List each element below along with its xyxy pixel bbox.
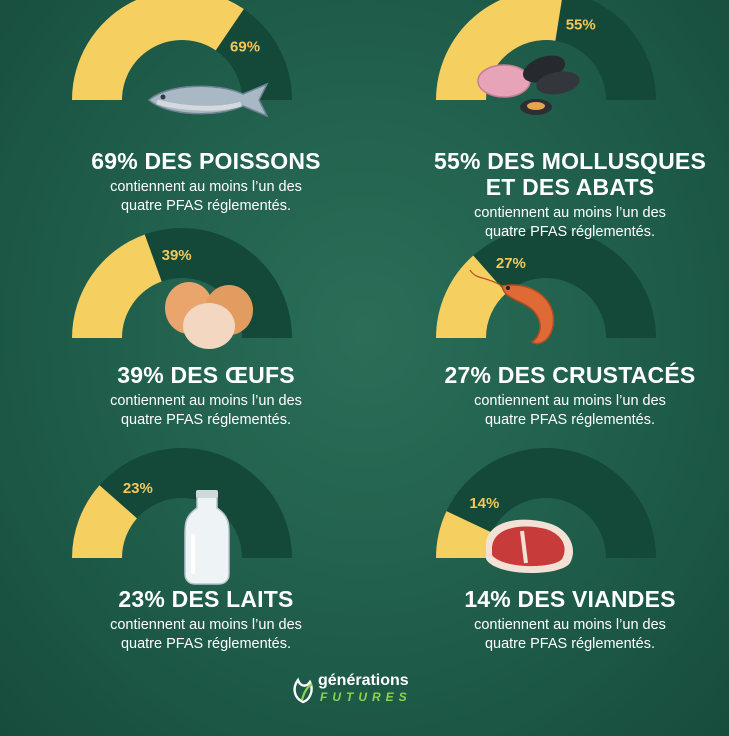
gauge-fill <box>436 0 562 100</box>
headline-line: 39% DES ŒUFS <box>117 362 295 388</box>
headline-line: 23% DES LAITS <box>118 586 294 612</box>
headline-line: ET DES ABATS <box>485 174 655 200</box>
data-label: 27% <box>496 255 526 272</box>
gauge-fill <box>72 0 244 100</box>
gauge-track <box>436 448 656 558</box>
shrimp-body <box>501 284 555 345</box>
sub-line: quatre PFAS réglementés. <box>120 412 292 428</box>
steak-bone <box>520 530 528 564</box>
leaf-logo-icon <box>293 677 313 704</box>
sub-line: contiennent au moins l’un des <box>110 179 302 195</box>
sub-line: contiennent au moins l’un des <box>474 393 666 409</box>
logo-name: générations <box>318 672 409 689</box>
offal-piece <box>477 64 531 98</box>
mussels-offal-icon <box>477 55 580 115</box>
sub-line: contiennent au moins l’un des <box>110 393 302 409</box>
gauge-chart: 27% <box>436 228 656 338</box>
headline-line: 14% DES VIANDES <box>464 586 676 612</box>
fish-body <box>147 82 269 118</box>
mussel-shell <box>536 71 580 95</box>
sub-line: quatre PFAS réglementés. <box>484 224 656 240</box>
headline-line: 55% DES MOLLUSQUES <box>434 148 706 174</box>
data-label: 55% <box>566 17 596 34</box>
eggs-icon <box>165 282 253 349</box>
logo-tagline: FUTURES <box>320 690 412 704</box>
fish-eye <box>160 94 166 100</box>
fish-icon <box>147 82 269 118</box>
sub-text-poissons: contiennent au moins l’un des quatre PFAS… <box>24 178 388 216</box>
sub-line: quatre PFAS réglementés. <box>120 636 292 652</box>
gauge-chart: 23% <box>72 448 292 558</box>
egg <box>183 303 235 349</box>
sub-text-mollusques: contiennent au moins l’un des quatre PFAS… <box>388 204 729 242</box>
mussel-meat <box>527 102 545 110</box>
gauge-fill <box>436 255 507 338</box>
generations-futures-logo: générations FUTURES <box>290 670 450 710</box>
gauge-fill <box>72 234 162 338</box>
card-laits: 23% <box>0 428 364 668</box>
meat-steak-icon <box>486 519 574 574</box>
shrimp-icon <box>469 269 555 345</box>
milk-bottle-icon <box>184 490 230 585</box>
sub-line: contiennent au moins l’un des <box>110 617 302 633</box>
sub-text-oeufs: contiennent au moins l’un des quatre PFAS… <box>24 392 388 430</box>
headline-oeufs: 39% DES ŒUFS <box>24 362 388 388</box>
sub-line: quatre PFAS réglementés. <box>484 636 656 652</box>
card-poissons: 69% <box>0 0 364 210</box>
gauge-chart: 14% <box>436 448 656 558</box>
card-crustaces: 27% <box>364 208 728 448</box>
fish-belly <box>156 99 242 111</box>
headline-line: 69% DES POISSONS <box>91 148 321 174</box>
headline-poissons: 69% DES POISSONS <box>24 148 388 174</box>
data-label: 69% <box>230 39 260 56</box>
sub-line: contiennent au moins l’un des <box>474 205 666 221</box>
shrimp-antenna <box>469 269 503 287</box>
milk-bottle-cap <box>196 490 218 498</box>
card-viandes: 14% <box>364 428 728 668</box>
sub-text-laits: contiennent au moins l’un des quatre PFAS… <box>24 616 388 654</box>
headline-laits: 23% DES LAITS <box>24 586 388 612</box>
milk-bottle-body <box>184 495 230 585</box>
sub-line: quatre PFAS réglementés. <box>120 198 292 214</box>
shrimp-eye <box>506 286 510 290</box>
gauge-chart: 69% <box>72 0 292 100</box>
sub-line: quatre PFAS réglementés. <box>484 412 656 428</box>
data-label: 23% <box>123 480 153 497</box>
headline-crustaces: 27% DES CRUSTACÉS <box>388 362 729 388</box>
data-label: 14% <box>469 495 499 512</box>
sub-text-viandes: contiennent au moins l’un des quatre PFAS… <box>388 616 729 654</box>
headline-viandes: 14% DES VIANDES <box>388 586 729 612</box>
steak-meat <box>492 526 565 567</box>
headline-line: 27% DES CRUSTACÉS <box>444 362 696 388</box>
gauge-fill <box>72 485 137 558</box>
sub-text-crustaces: contiennent au moins l’un des quatre PFAS… <box>388 392 729 430</box>
sub-line: contiennent au moins l’un des <box>474 617 666 633</box>
data-label: 39% <box>162 247 192 264</box>
gauge-fill <box>436 511 492 558</box>
headline-mollusques: 55% DES MOLLUSQUES ET DES ABATS <box>388 148 729 200</box>
